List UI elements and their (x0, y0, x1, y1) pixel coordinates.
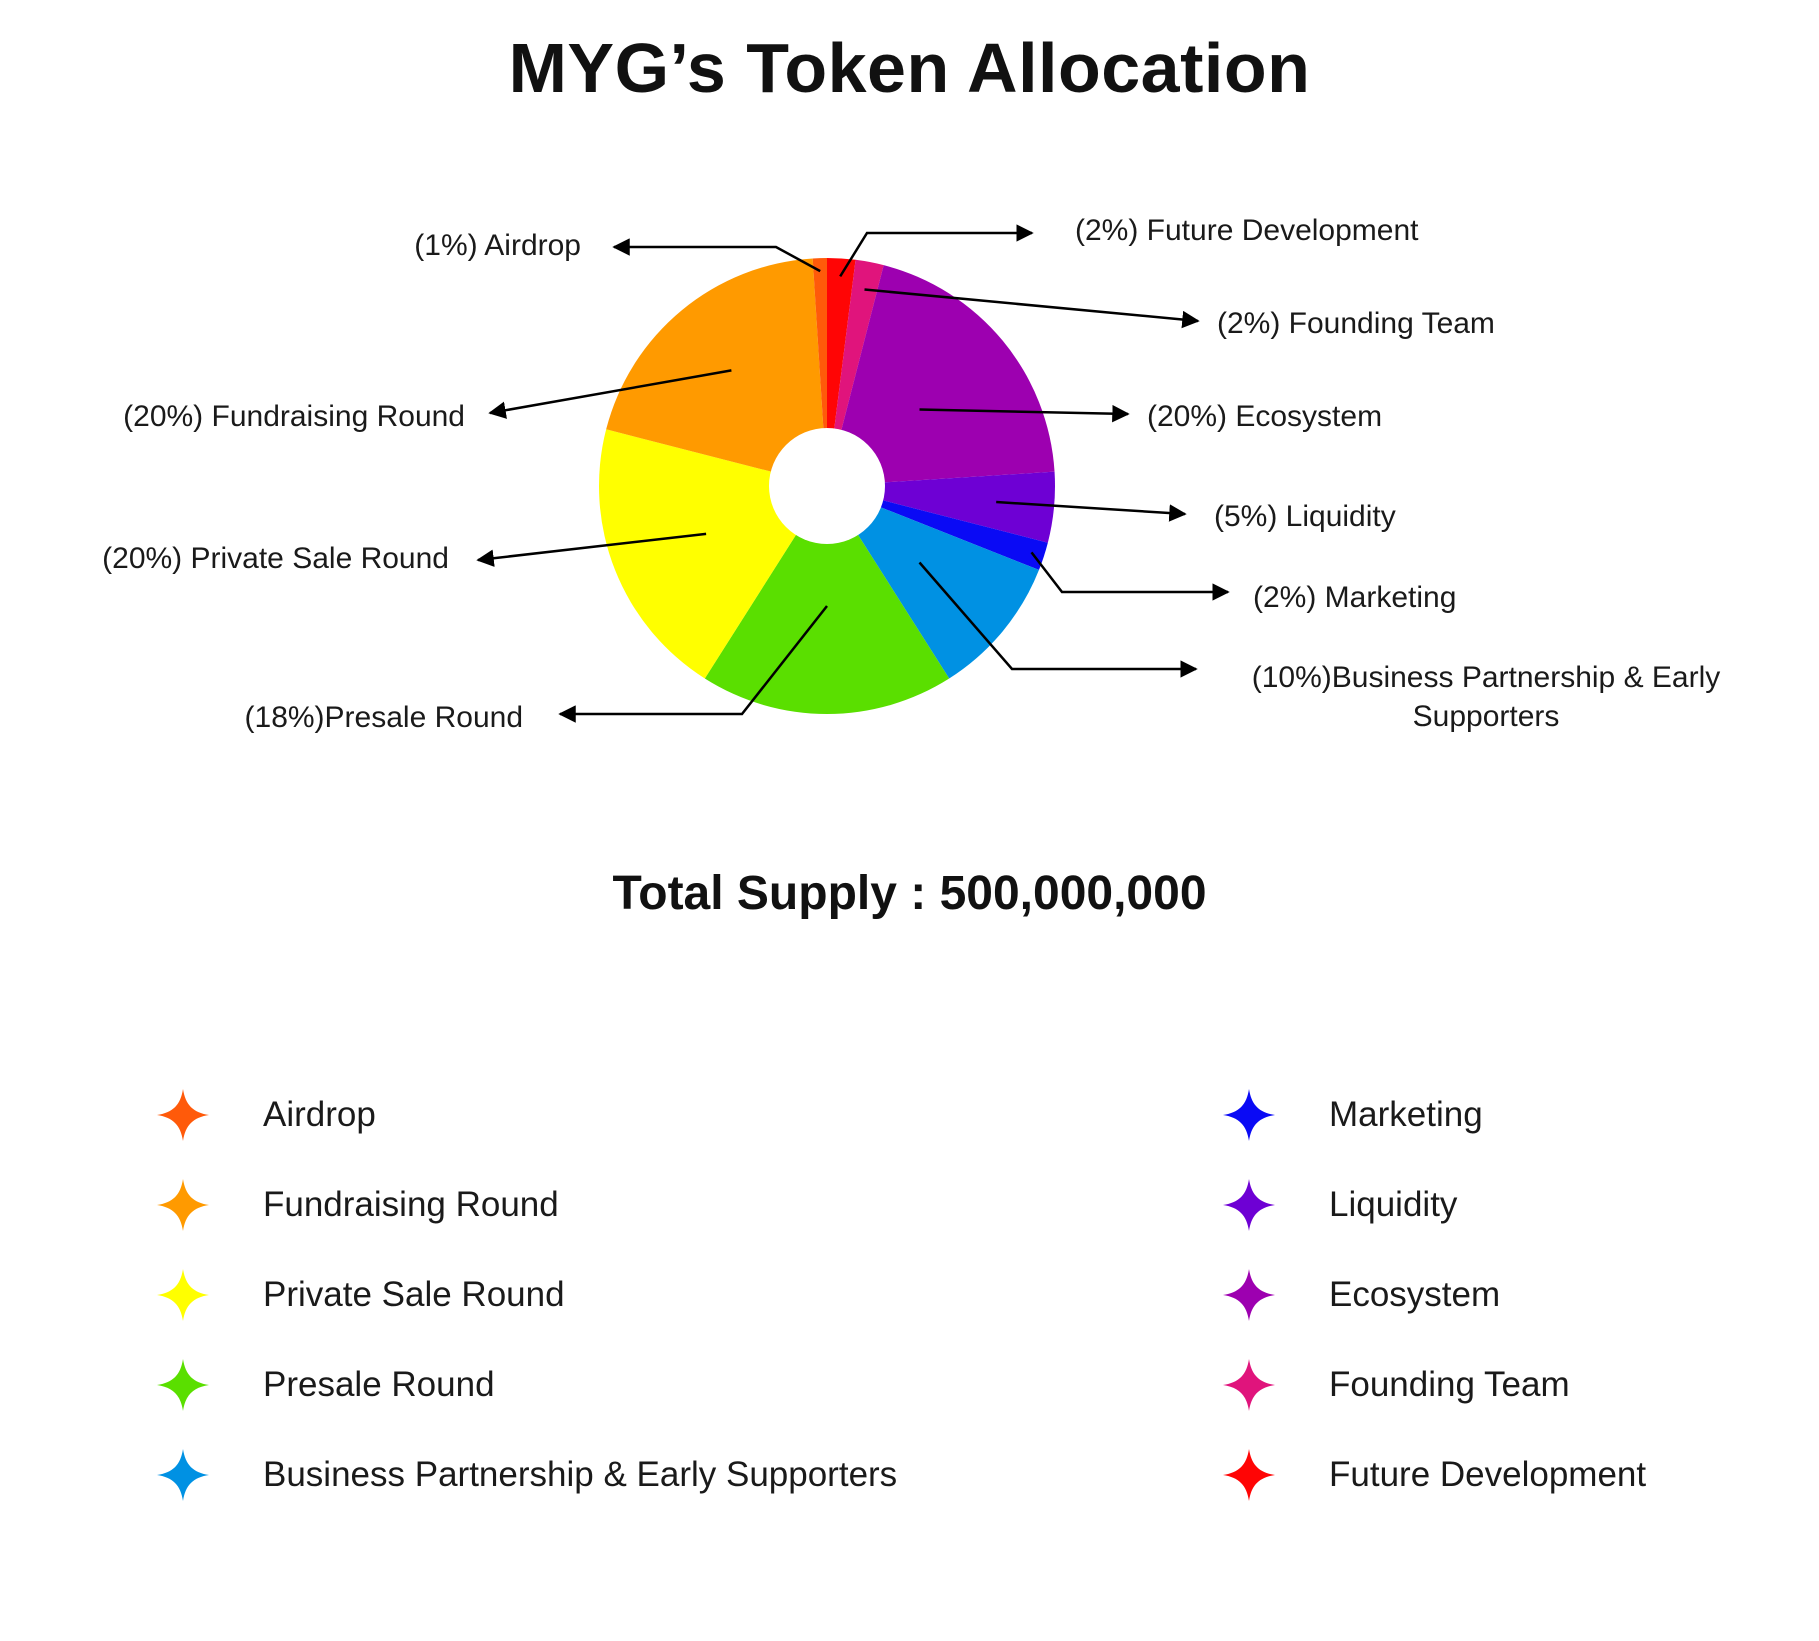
callout-arrow-future-development (839, 224, 1034, 278)
pie-slice-business-partnership-and-early-supporters (827, 486, 1039, 679)
callout-arrow-business-partnership-and-early-supporters (918, 561, 1198, 678)
legend-item-ecosystem: Ecosystem (1221, 1250, 1646, 1340)
callout-arrow-ecosystem (919, 404, 1130, 423)
total-supply: Total Supply : 500,000,000 (612, 867, 1207, 920)
sparkle-icon (157, 1089, 209, 1141)
callout-arrow-marketing (1030, 551, 1230, 601)
pie-slice-founding-team (827, 259, 884, 486)
legend-right-column: Marketing Liquidity Ecosystem Founding Team… (1221, 1070, 1646, 1520)
legend-label: Presale Round (263, 1365, 495, 1404)
legend-item-airdrop: Airdrop (155, 1070, 897, 1160)
legend-label: Business Partnership & Early Supporters (263, 1455, 898, 1494)
pie-chart: (2%) Future Development (2%) Founding Tea… (102, 214, 1721, 734)
sparkle-icon (1223, 1449, 1275, 1501)
pie-center-hole (769, 428, 885, 544)
legend-item-fundraising-round: Fundraising Round (155, 1160, 897, 1250)
legend-item-business-partnership-and-early-supporters: Business Partnership & Early Supporters (155, 1430, 897, 1520)
pie-slice-ecosystem (827, 265, 1055, 486)
legend-label: Liquidity (1329, 1185, 1458, 1224)
legend-label: Marketing (1329, 1095, 1483, 1134)
callout-label-business-partnership-and-early-supporters: (10%)Business Partnership & Early Support… (1252, 661, 1721, 733)
legend-label: Ecosystem (1329, 1275, 1501, 1314)
callout-label-future-development: (2%) Future Development (1075, 214, 1419, 247)
legend-label: Founding Team (1329, 1365, 1570, 1404)
sparkle-icon (1223, 1089, 1275, 1141)
pie-slice-marketing (827, 486, 1048, 570)
legend-left-column: Airdrop Fundraising Round Private Sale Rou… (155, 1070, 897, 1520)
sparkle-icon (1223, 1269, 1275, 1321)
legend-label: Airdrop (263, 1095, 376, 1134)
callout-arrow-airdrop (612, 238, 821, 273)
sparkle-icon (1223, 1359, 1275, 1411)
callout-arrow-presale-round (558, 605, 828, 723)
pie-slice-presale-round (704, 486, 950, 715)
callout-label-ecosystem: (20%) Ecosystem (1147, 400, 1382, 433)
callout-label-presale-round: (18%)Presale Round (245, 701, 523, 734)
callout-arrow-liquidity (996, 500, 1187, 522)
chart-title: MYG’s Token Allocation (508, 29, 1311, 107)
callout-arrow-fundraising-round (488, 369, 732, 419)
callout-label-fundraising-round: (20%) Fundraising Round (123, 400, 465, 433)
callout-label-marketing: (2%) Marketing (1253, 581, 1456, 614)
sparkle-icon (157, 1359, 209, 1411)
legend-item-liquidity: Liquidity (1221, 1160, 1646, 1250)
legend-item-private-sale-round: Private Sale Round (155, 1250, 897, 1340)
legend-item-marketing: Marketing (1221, 1070, 1646, 1160)
callout-label-airdrop: (1%) Airdrop (414, 229, 581, 262)
legend-label: Future Development (1329, 1455, 1647, 1494)
callout-label-liquidity: (5%) Liquidity (1214, 500, 1396, 533)
callout-label-founding-team: (2%) Founding Team (1217, 307, 1495, 340)
callout-label-private-sale-round: (20%) Private Sale Round (102, 542, 449, 575)
legend-label: Private Sale Round (263, 1275, 565, 1314)
sparkle-icon (157, 1179, 209, 1231)
sparkle-icon (157, 1449, 209, 1501)
sparkle-icon (157, 1269, 209, 1321)
legend-item-founding-team: Founding Team (1221, 1340, 1646, 1430)
callout-arrow-founding-team (864, 288, 1200, 329)
legend-item-future-development: Future Development (1221, 1430, 1646, 1520)
sparkle-icon (1223, 1179, 1275, 1231)
callout-arrow-private-sale-round (476, 532, 707, 567)
legend-label: Fundraising Round (263, 1185, 559, 1224)
legend-item-presale-round: Presale Round (155, 1340, 897, 1430)
